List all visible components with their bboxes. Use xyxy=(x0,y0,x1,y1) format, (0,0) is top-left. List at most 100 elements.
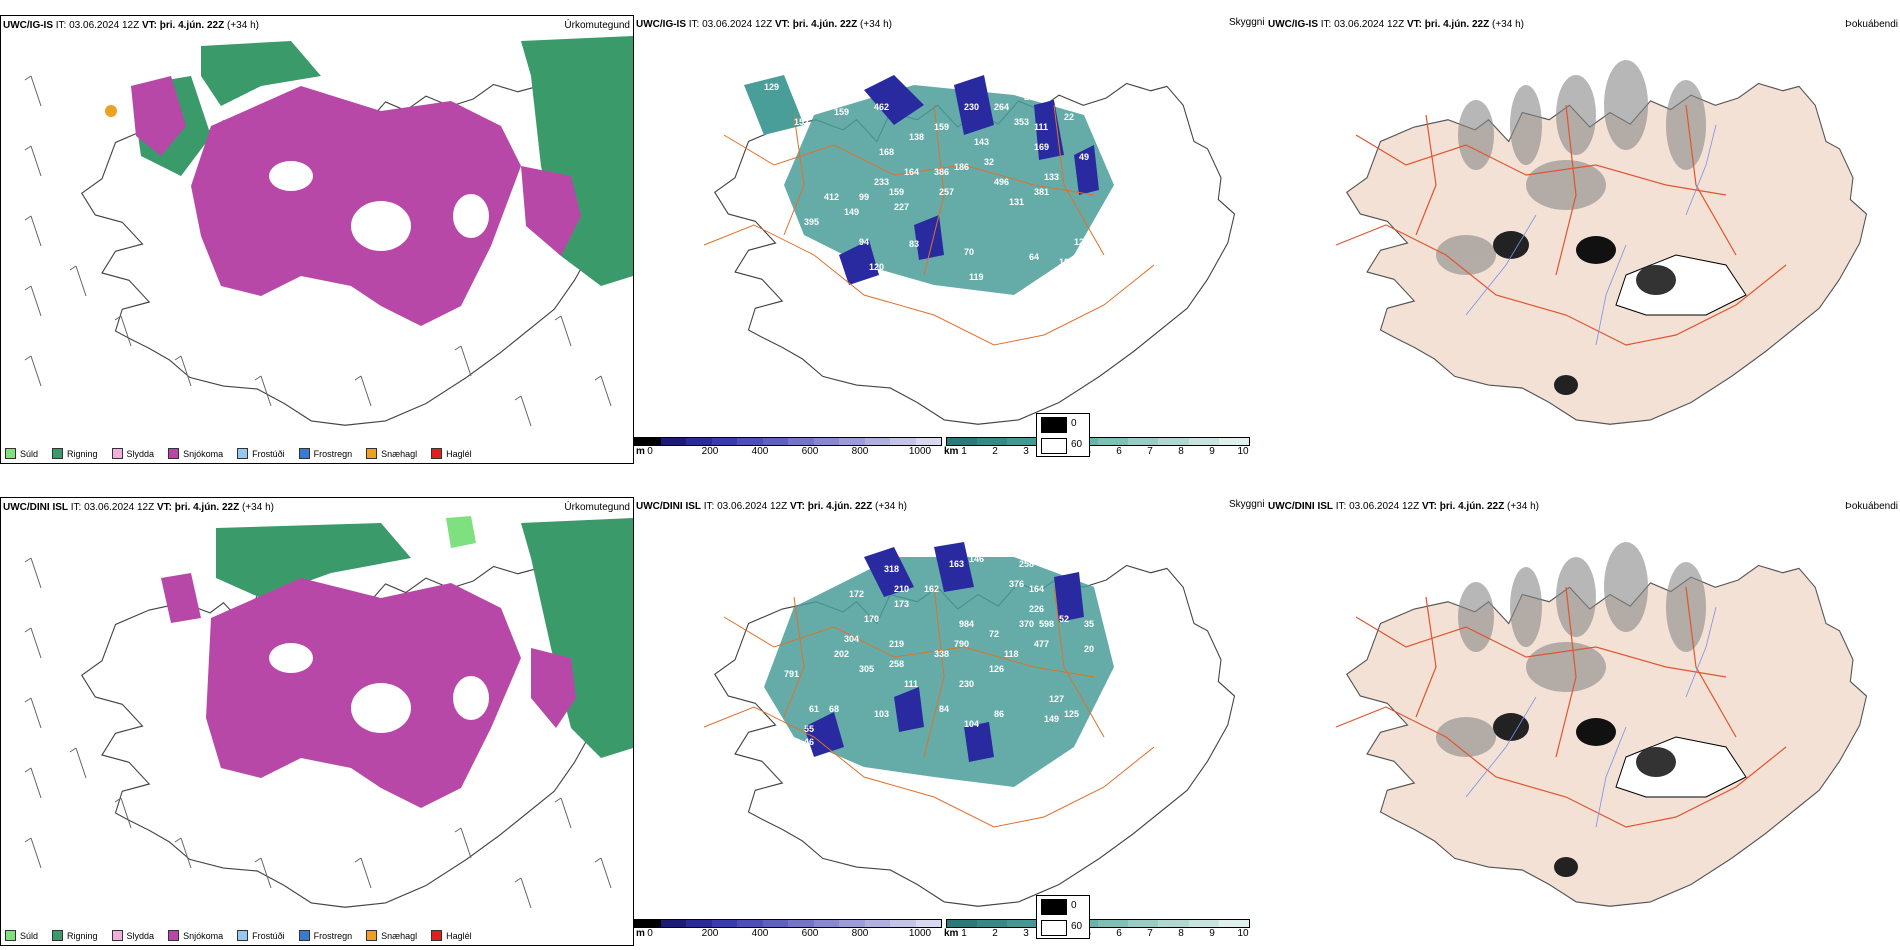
ceiling-label: 164 xyxy=(1029,584,1044,594)
ceiling-colorbar: 0 200 400 600 800 1000 xyxy=(634,919,942,940)
ceiling-label: 107 xyxy=(1059,257,1074,267)
fog-legend: 0 60 xyxy=(1036,895,1090,939)
ceiling-colorbar-bar xyxy=(634,437,942,446)
fog-dark-spots xyxy=(1493,231,1747,395)
panel-variable-label: Þokuábendi xyxy=(1845,19,1898,30)
legend-swatch xyxy=(111,448,123,459)
visibility-colorbar-segment xyxy=(1158,438,1189,445)
ceiling-label: 477 xyxy=(1034,639,1049,649)
ceiling-colorbar-segment xyxy=(788,438,814,445)
ceiling-colorbar-segment xyxy=(915,438,941,445)
rain-area xyxy=(521,36,633,286)
ceiling-label: 149 xyxy=(1044,714,1059,724)
precip-panel-top: UWC/IG-IS IT: 03.06.2024 12Z VT: þri. 4.… xyxy=(0,15,634,464)
legend-swatch xyxy=(237,448,249,459)
low-ceiling-area xyxy=(964,722,994,762)
legend-swatch xyxy=(366,448,378,459)
ceiling-label: 99 xyxy=(859,192,869,202)
snowhail-spot xyxy=(105,105,117,117)
ceiling-label: 257 xyxy=(939,187,954,197)
ceiling-label: 172 xyxy=(849,589,864,599)
ceiling-label: 227 xyxy=(894,202,909,212)
ceiling-label: 120 xyxy=(869,262,884,272)
ceiling-label: 370 xyxy=(1019,619,1034,629)
panel-title: UWC/DINI ISL IT: 03.06.2024 12Z VT: þri.… xyxy=(1268,501,1539,512)
ceiling-label: 173 xyxy=(894,599,909,609)
ceiling-label: 304 xyxy=(844,634,859,644)
ceiling-label: 210 xyxy=(894,584,909,594)
rain-area xyxy=(216,523,411,598)
ceiling-colorbar-segment xyxy=(686,438,712,445)
legend-swatch xyxy=(168,448,180,459)
rivers xyxy=(1465,606,1717,828)
clouds-map: 318 172 163 146 210 162 173 170 304 219 … xyxy=(703,542,1236,907)
ceiling-label: 164 xyxy=(904,167,919,177)
ceiling-colorbar-segment xyxy=(737,438,763,445)
ceiling-label: 791 xyxy=(784,669,799,679)
ceiling-label: 226 xyxy=(1029,604,1044,614)
ceiling-label: 169 xyxy=(1034,142,1049,152)
fog-legend-swatch xyxy=(1041,438,1067,454)
ceiling-label: 72 xyxy=(989,629,999,639)
ceiling-labels: 318 172 163 146 210 162 173 170 304 219 … xyxy=(784,554,1094,874)
wind-barbs xyxy=(24,557,612,909)
ceiling-label: 55 xyxy=(804,724,814,734)
ceiling-colorbar-segment xyxy=(915,920,941,927)
clouds-panel-bottom: UWC/DINI ISL IT: 03.06.2024 12Z VT: þri.… xyxy=(634,497,1266,946)
visibility-colorbar-segment xyxy=(1158,920,1189,927)
legend-swatch xyxy=(237,930,249,941)
snow-area xyxy=(521,166,581,256)
visibility-colorbar-ticks: 1 2 3 4 5 6 7 8 9 10 xyxy=(961,446,1249,457)
visibility-colorbar-segment xyxy=(1188,438,1219,445)
snow-area xyxy=(161,573,201,623)
visibility-colorbar: 1 2 3 4 5 6 7 8 9 10 xyxy=(946,919,1250,940)
precip-panel-bottom: UWC/DINI ISL IT: 03.06.2024 12Z VT: þri.… xyxy=(0,497,634,946)
ceiling-label: 598 xyxy=(1039,619,1054,629)
ceiling-colorbar-segment xyxy=(864,438,890,445)
ceiling-label: 103 xyxy=(874,709,889,719)
ceiling-colorbar-segment xyxy=(839,920,865,927)
ceiling-colorbar-segment xyxy=(635,920,661,927)
drizzle-area xyxy=(446,516,476,548)
low-ceiling-area xyxy=(864,75,924,125)
visibility-colorbar-segment xyxy=(947,438,978,445)
vis-lake-label: 104 xyxy=(934,382,949,392)
ceiling-label: 279 xyxy=(1024,92,1039,102)
low-ceiling-area xyxy=(804,712,844,757)
ceiling-labels: 129 152 159 462 168 138 159 230 186 143 … xyxy=(764,82,1089,392)
visibility-colorbar-bar xyxy=(946,919,1250,928)
ceiling-label: 219 xyxy=(889,639,904,649)
legend-swatch xyxy=(5,448,16,459)
ceiling-label: 159 xyxy=(834,107,849,117)
ceiling-label: 22 xyxy=(1064,112,1074,122)
low-ceiling-area xyxy=(1054,572,1084,622)
ceiling-label: 129 xyxy=(764,82,779,92)
ceiling-label: 790 xyxy=(954,639,969,649)
ceiling-label: 462 xyxy=(874,102,889,112)
ceiling-label: 68 xyxy=(829,704,839,714)
low-ceiling-area xyxy=(954,75,994,135)
legend-swatch xyxy=(431,930,443,941)
ceiling-label: 119 xyxy=(969,272,984,282)
roads xyxy=(1335,586,1787,828)
fog-panel-top: UWC/IG-IS IT: 03.06.2024 12Z VT: þri. 4.… xyxy=(1036,15,1900,464)
legend-swatch xyxy=(366,930,378,941)
ceiling-label: 376 xyxy=(1009,579,1024,589)
ceiling-label: 126 xyxy=(989,664,1004,674)
panel-variable-label: Skyggni xyxy=(1229,17,1265,28)
precip-map xyxy=(24,36,633,427)
ceiling-label: 984 xyxy=(959,619,974,629)
low-ceiling-area xyxy=(1034,100,1064,160)
ceiling-colorbar-segment xyxy=(788,920,814,927)
ceiling-colorbar-segment xyxy=(864,920,890,927)
snow-area xyxy=(131,76,186,156)
ceiling-label: 353 xyxy=(1014,117,1029,127)
ceiling-label: 202 xyxy=(834,649,849,659)
ceiling-label: 84 xyxy=(939,704,949,714)
ceiling-label: 52 xyxy=(1059,614,1069,624)
ceiling-label: 133 xyxy=(1044,172,1059,182)
ceiling-colorbar-segment xyxy=(660,438,686,445)
ceiling-label: 258 xyxy=(1019,559,1034,569)
legend-swatch xyxy=(5,930,16,941)
ceiling-colorbar-segment xyxy=(813,920,839,927)
